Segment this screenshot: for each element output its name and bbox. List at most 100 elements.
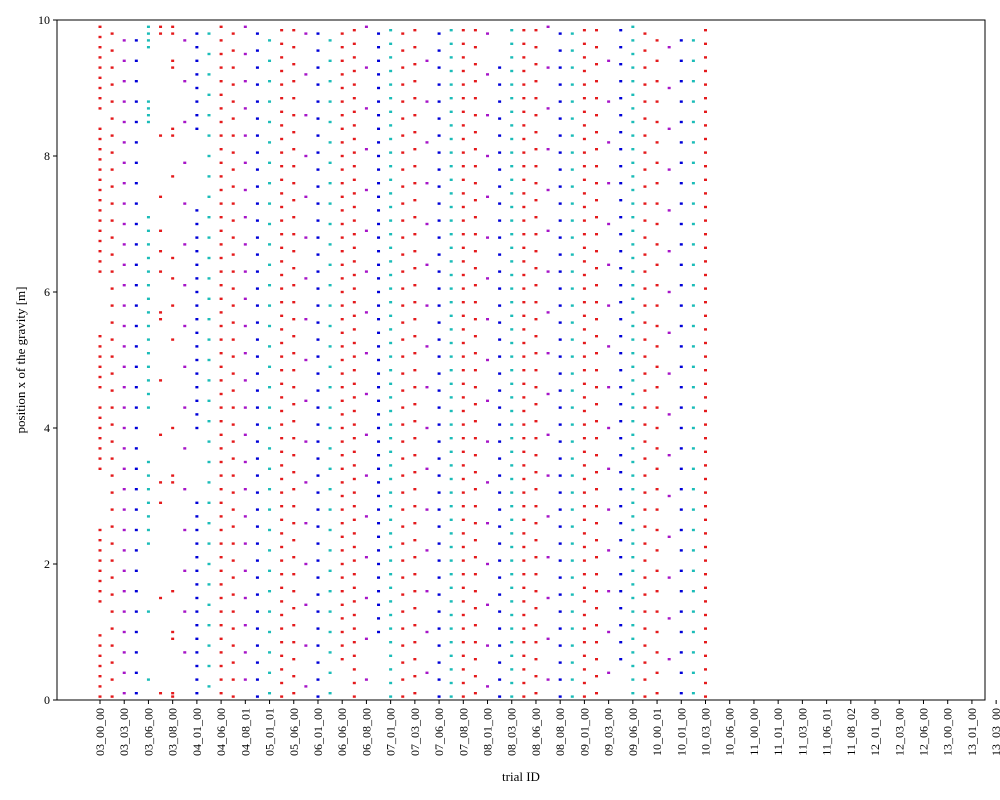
data-point — [171, 127, 175, 130]
data-point — [595, 454, 599, 457]
data-point — [304, 399, 308, 402]
data-point — [449, 233, 453, 236]
data-point — [691, 80, 695, 83]
data-point — [183, 651, 187, 654]
data-point — [401, 457, 405, 460]
data-point — [122, 161, 126, 164]
data-point — [704, 477, 707, 481]
data-point — [679, 284, 683, 287]
data-point — [643, 134, 647, 137]
data-point — [570, 355, 574, 358]
data-point — [328, 161, 332, 164]
data-point — [328, 100, 332, 103]
data-point — [171, 66, 175, 69]
data-point — [619, 216, 623, 219]
data-point — [377, 195, 381, 198]
data-point — [292, 420, 296, 423]
data-point — [171, 630, 175, 634]
data-point — [413, 437, 417, 440]
data-point — [219, 52, 223, 56]
data-point — [98, 685, 102, 688]
data-point — [704, 668, 707, 671]
data-point — [195, 358, 199, 362]
data-point — [219, 25, 223, 28]
data-point — [570, 134, 574, 137]
data-point — [98, 188, 102, 192]
data-point — [364, 515, 368, 518]
data-point — [510, 110, 514, 113]
data-point — [582, 396, 586, 399]
data-point — [437, 168, 441, 171]
data-point — [461, 613, 465, 617]
data-point — [340, 630, 344, 634]
data-point — [195, 100, 199, 103]
data-point — [195, 209, 199, 212]
data-point — [413, 301, 417, 304]
data-point — [546, 433, 550, 436]
data-point — [401, 168, 405, 171]
data-point — [510, 505, 514, 508]
data-point — [498, 185, 502, 188]
data-point — [510, 287, 514, 290]
data-point — [437, 270, 441, 273]
data-point — [146, 114, 150, 117]
data-point — [619, 63, 623, 66]
data-point — [401, 253, 405, 256]
data-point — [340, 100, 344, 103]
data-point — [316, 627, 320, 630]
data-point — [534, 114, 538, 117]
data-point — [461, 600, 465, 603]
data-point — [340, 440, 344, 443]
data-point — [389, 233, 393, 236]
data-point — [510, 137, 514, 141]
data-point — [449, 355, 453, 358]
data-point — [522, 641, 526, 644]
data-point — [219, 175, 223, 178]
data-point — [425, 671, 429, 674]
data-point — [510, 124, 514, 127]
data-point — [377, 32, 381, 35]
data-point — [364, 66, 368, 69]
data-point — [328, 692, 332, 695]
data-point — [401, 644, 405, 647]
data-point — [643, 151, 647, 154]
data-point — [691, 345, 695, 348]
data-point — [570, 508, 574, 511]
data-point — [643, 287, 647, 290]
data-point — [98, 209, 102, 212]
data-point — [364, 637, 368, 640]
data-point — [619, 573, 623, 576]
data-point — [619, 284, 623, 287]
data-point — [413, 199, 417, 202]
data-point — [268, 508, 272, 511]
data-point — [255, 83, 259, 86]
data-point — [401, 627, 405, 630]
trial-column — [679, 39, 683, 695]
data-point — [704, 423, 707, 426]
data-point — [498, 219, 502, 222]
data-point — [449, 341, 453, 345]
data-point — [401, 32, 405, 35]
data-point — [122, 569, 126, 572]
data-point — [510, 273, 514, 277]
data-point — [522, 273, 526, 277]
data-point — [461, 341, 465, 345]
data-point — [134, 304, 138, 307]
data-point — [691, 610, 695, 613]
data-point — [461, 491, 465, 494]
data-point — [280, 192, 284, 195]
data-point — [534, 352, 538, 355]
data-point — [364, 148, 368, 151]
data-point — [558, 423, 562, 426]
data-point — [146, 284, 150, 287]
data-point — [401, 66, 405, 69]
data-point — [546, 25, 550, 28]
data-point — [207, 501, 211, 504]
data-point — [98, 664, 102, 668]
data-point — [570, 32, 574, 35]
data-point — [570, 457, 574, 460]
data-point — [473, 641, 477, 644]
data-point — [498, 236, 502, 239]
data-point — [231, 559, 235, 562]
data-point — [243, 460, 247, 464]
